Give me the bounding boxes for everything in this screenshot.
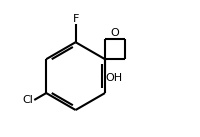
Text: F: F	[72, 14, 78, 24]
Text: Cl: Cl	[23, 95, 33, 105]
Text: O: O	[110, 28, 119, 38]
Text: OH: OH	[105, 73, 122, 83]
